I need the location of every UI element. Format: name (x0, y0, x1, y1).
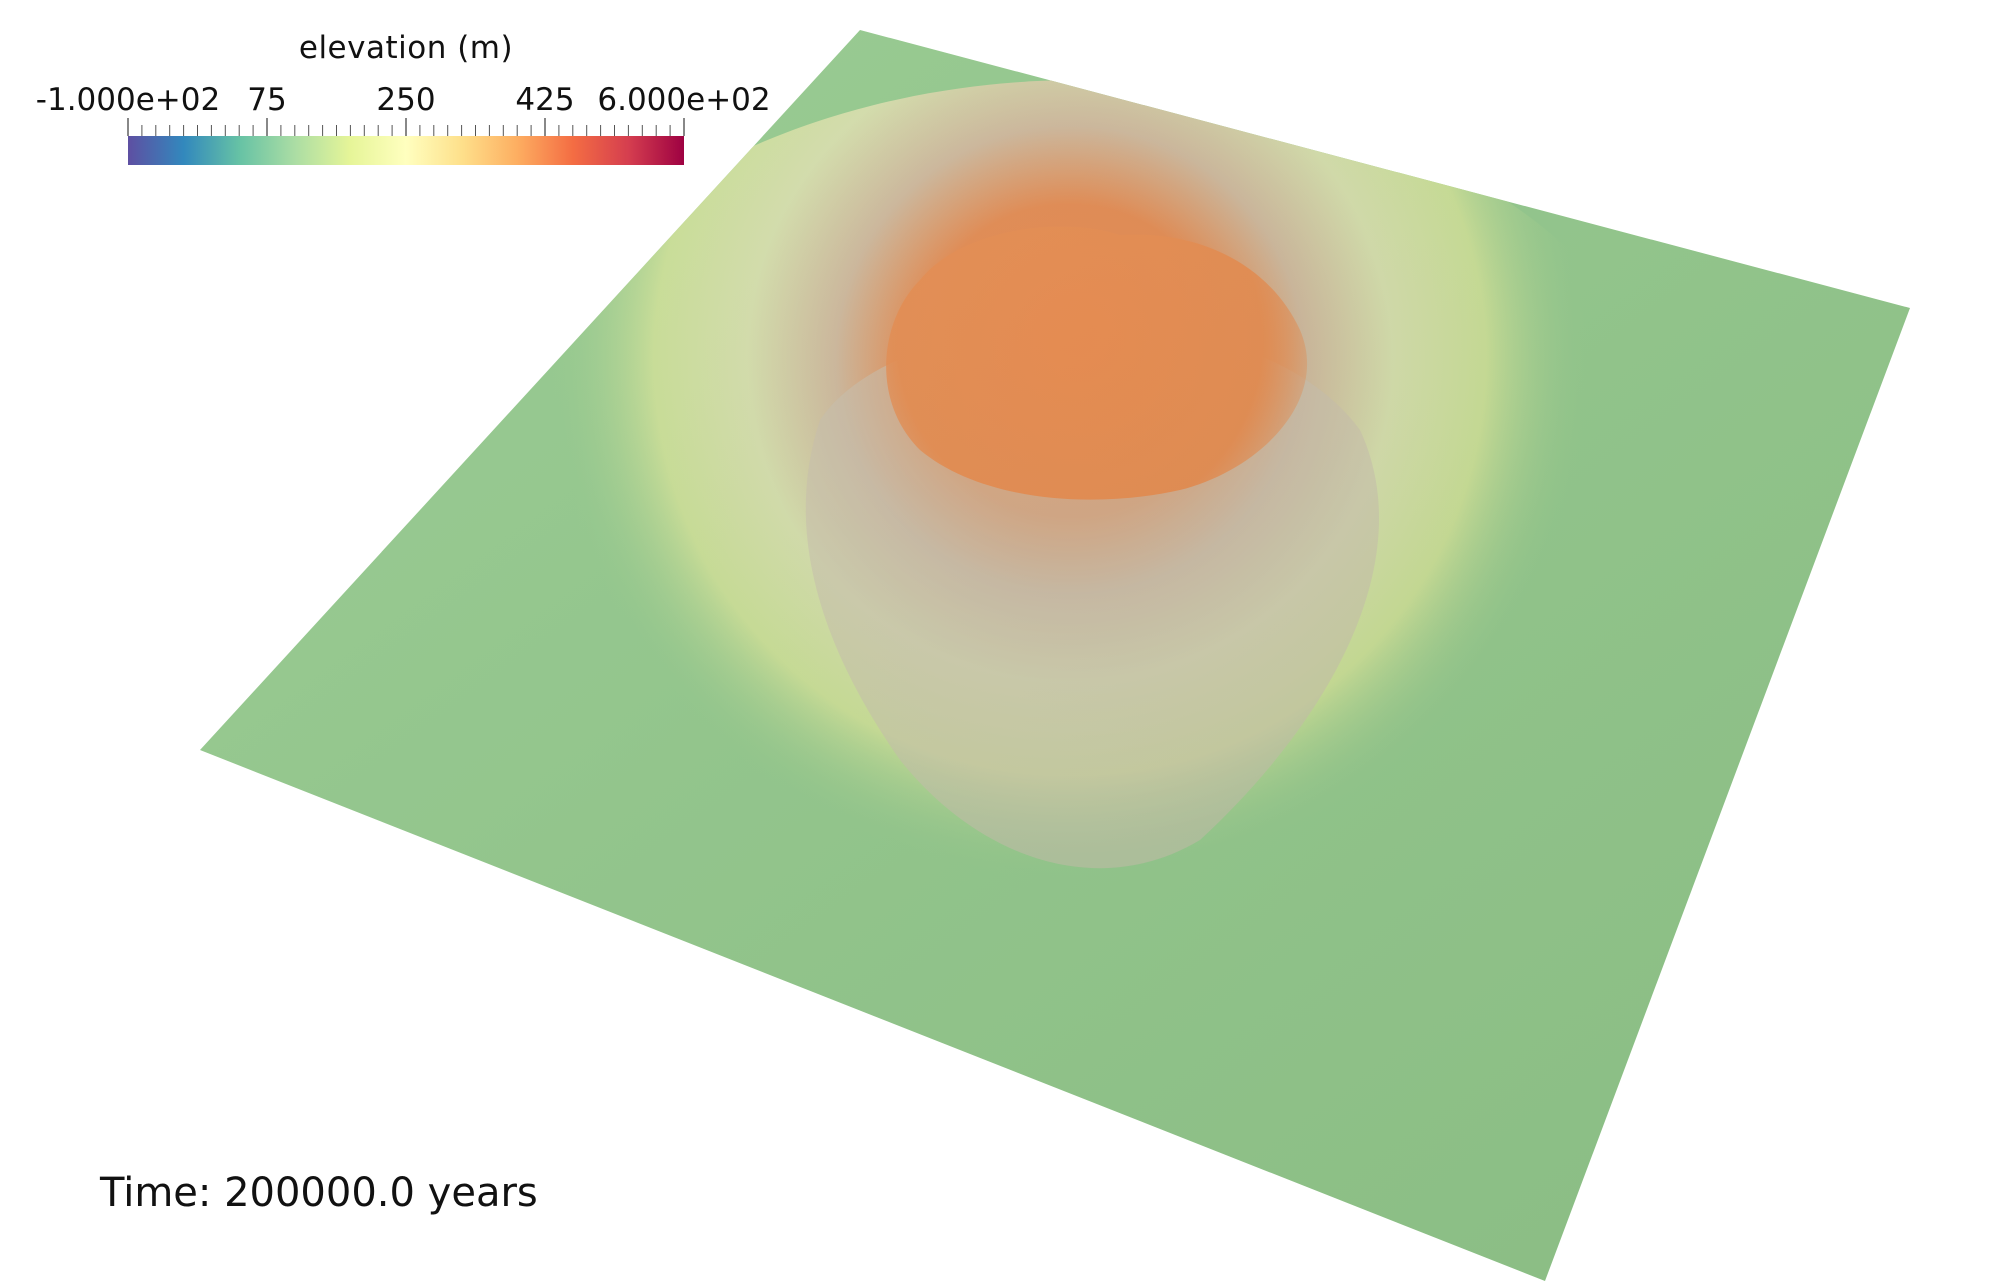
legend-tick-max: 6.000e+02 (597, 82, 771, 118)
legend-tick-min: -1.000e+02 (35, 82, 221, 118)
time-label: Time: 200000.0 years (100, 1170, 538, 1216)
legend-tick-75: 75 (247, 82, 287, 118)
legend-tick-250: 250 (376, 82, 436, 118)
legend-title: elevation (m) (298, 30, 514, 66)
legend-tick-425: 425 (515, 82, 575, 118)
